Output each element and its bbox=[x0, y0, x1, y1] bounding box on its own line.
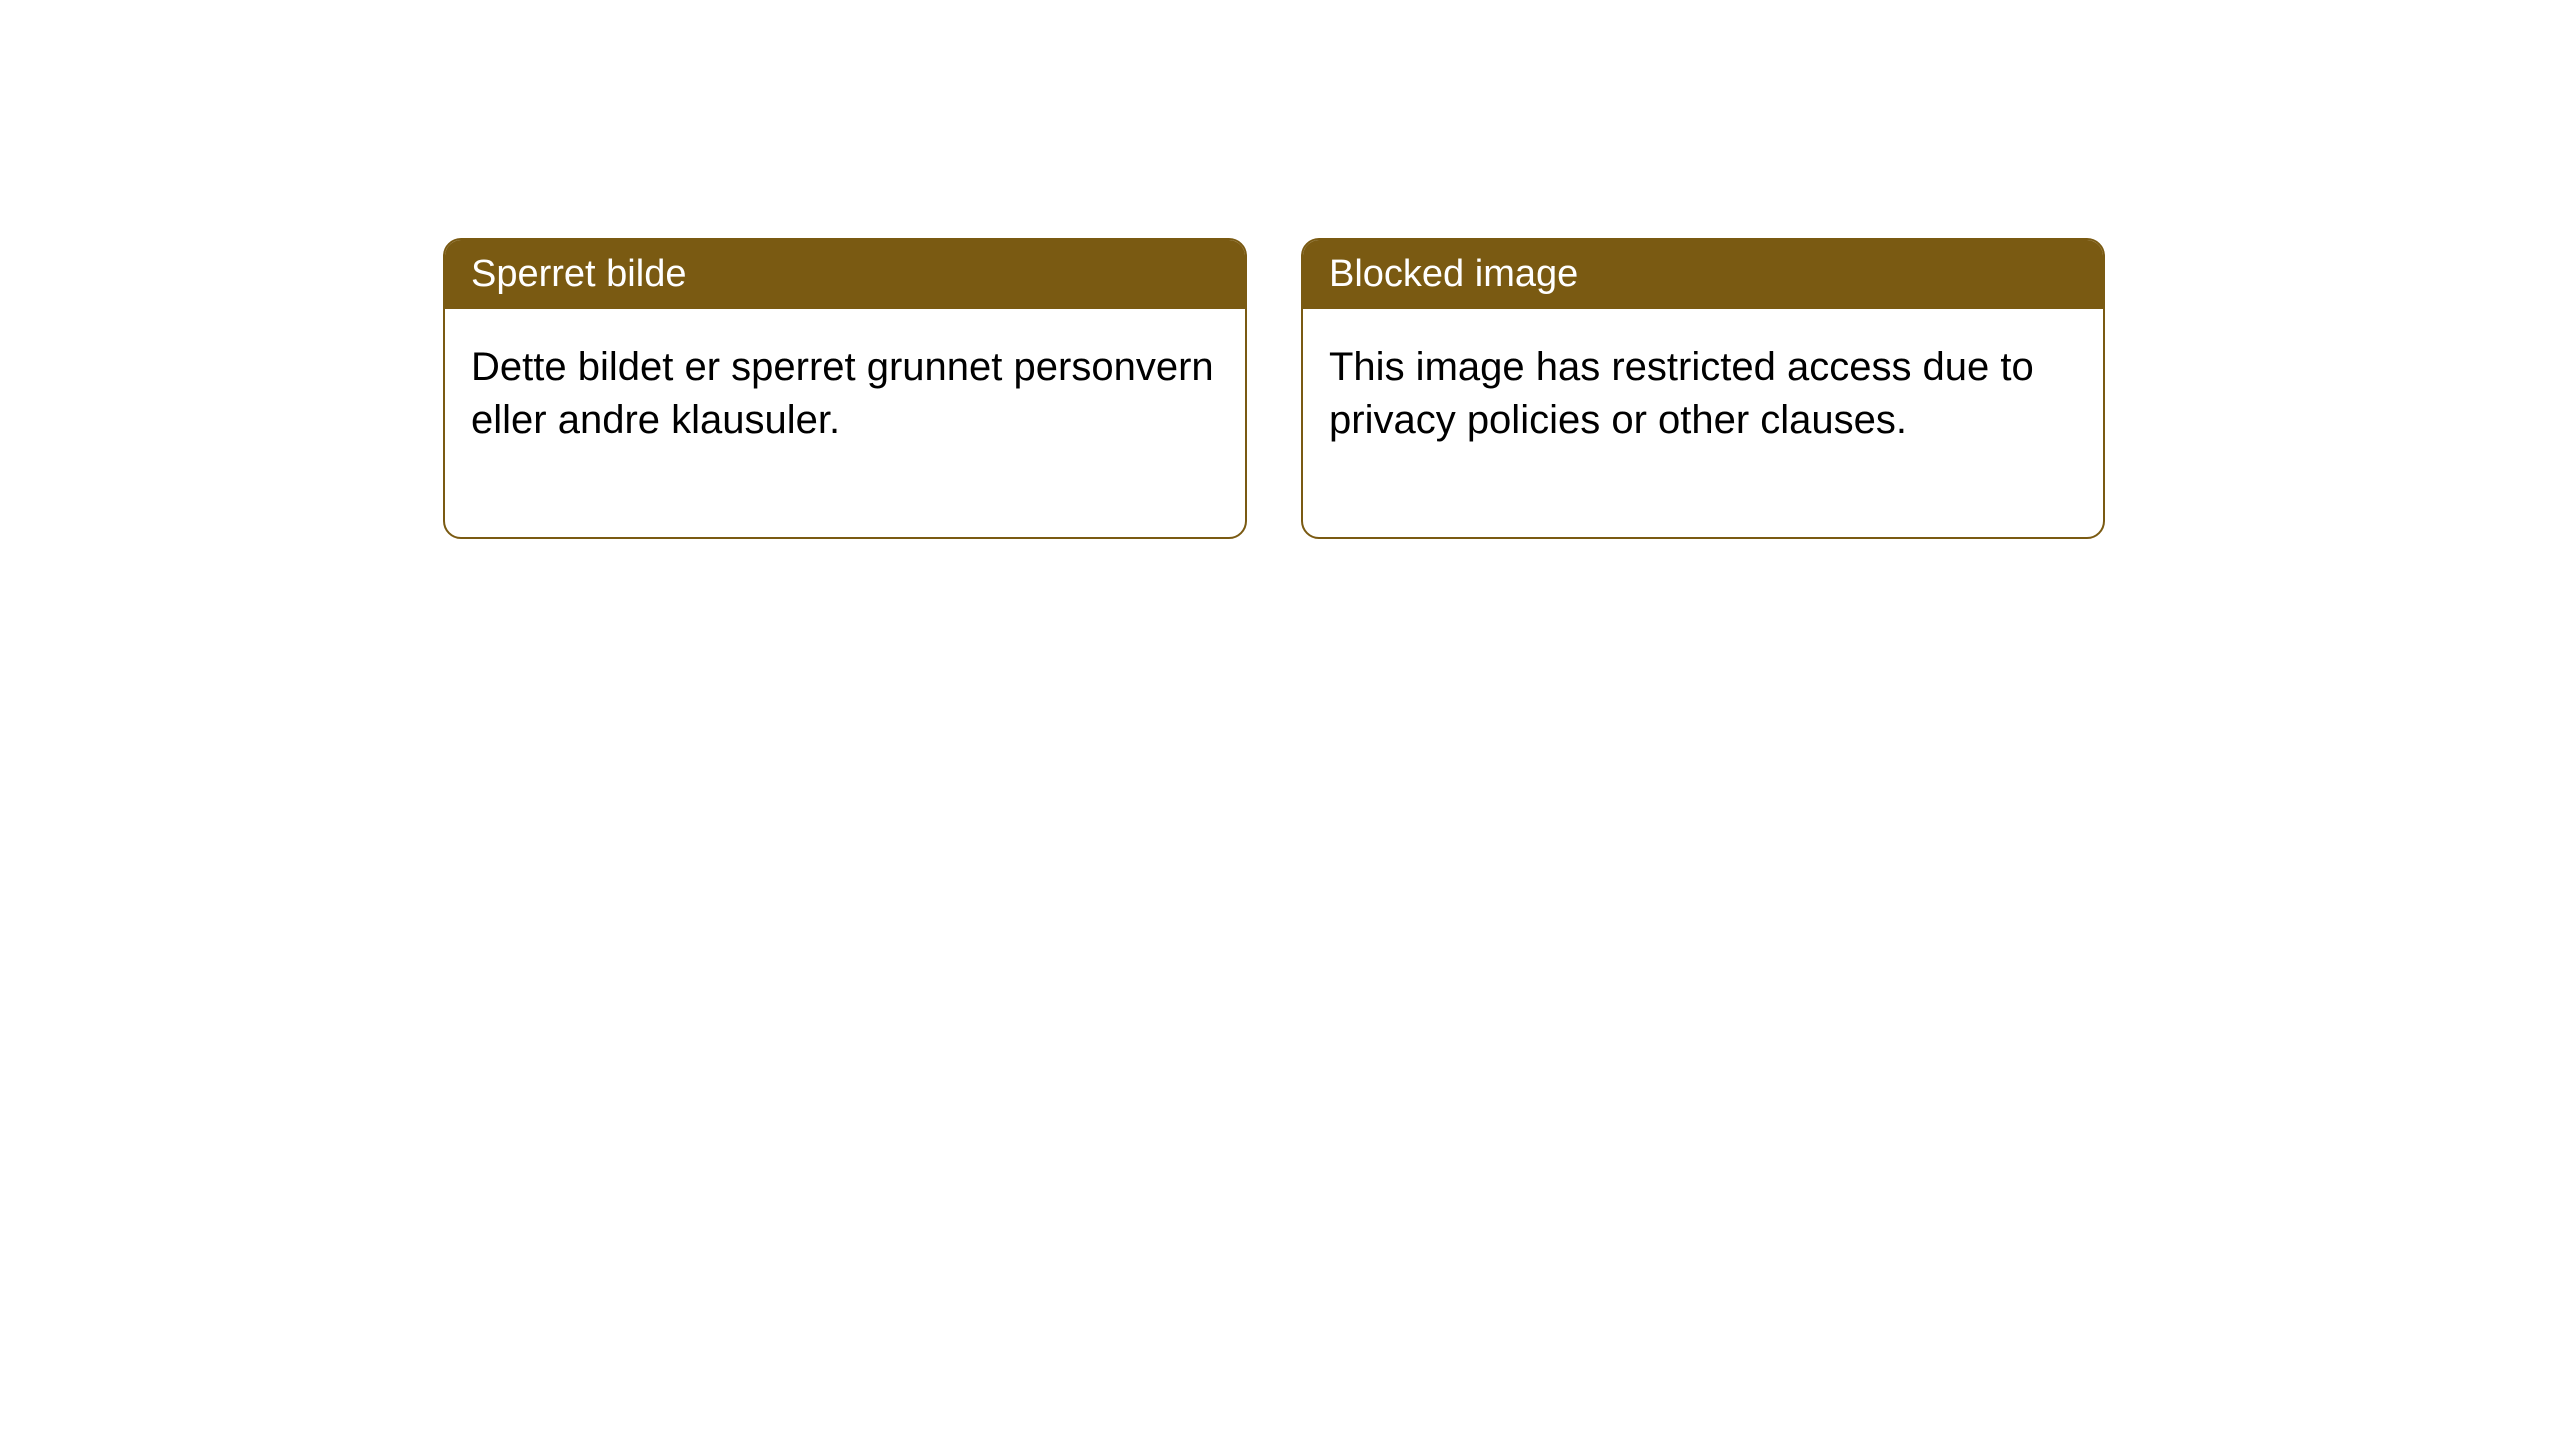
notice-body-english: This image has restricted access due to … bbox=[1303, 309, 2103, 537]
notice-card-english: Blocked image This image has restricted … bbox=[1301, 238, 2105, 539]
notice-card-norwegian: Sperret bilde Dette bildet er sperret gr… bbox=[443, 238, 1247, 539]
notice-body-norwegian: Dette bildet er sperret grunnet personve… bbox=[445, 309, 1245, 537]
notice-container: Sperret bilde Dette bildet er sperret gr… bbox=[443, 238, 2105, 539]
notice-header-english: Blocked image bbox=[1303, 240, 2103, 309]
notice-header-norwegian: Sperret bilde bbox=[445, 240, 1245, 309]
